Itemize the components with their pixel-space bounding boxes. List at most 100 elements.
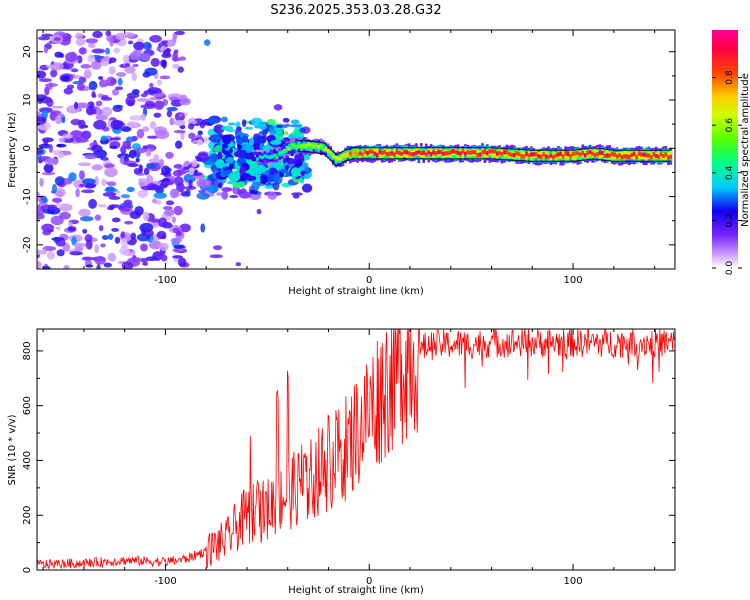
spectrogram-core-blob [255, 135, 267, 145]
colorbar-tick-label: 0.8 [725, 70, 735, 85]
spectrogram-ridge-cell [647, 153, 651, 158]
spectrogram-blob [142, 126, 150, 132]
spectrogram-blob [131, 257, 142, 262]
spectrogram-ridge-cell [554, 153, 558, 158]
colorbar-tick-label: 0.0 [725, 261, 735, 276]
spectrogram-ridge-cell [481, 150, 484, 160]
spectrogram-blob [105, 47, 110, 55]
spectrogram-blob [152, 198, 157, 204]
spectrogram-blob [94, 214, 102, 221]
spectrogram-blob [75, 188, 80, 198]
spectrogram-ridge-cell [525, 151, 528, 157]
spectrogram-ridge-cell [427, 150, 430, 155]
spectrogram-ridge-cell [390, 151, 394, 156]
spectrogram-ridge-cell [515, 151, 519, 156]
spectrogram-blob [285, 123, 291, 128]
spectrogram-ridge-cell [512, 153, 516, 158]
spectrogram-ridge-cell [339, 156, 342, 161]
spectrogram-ridge-cell [265, 155, 269, 159]
spectrogram-blob [140, 243, 148, 252]
spectrogram-ridge-cell [283, 148, 286, 153]
spectrogram-blob [95, 100, 103, 107]
spectrogram-ridge-cell [637, 151, 641, 156]
spectrogram-blob [159, 75, 171, 80]
spectrogram-ridge-cell [454, 149, 457, 154]
spectrogram-blob [48, 144, 53, 153]
spectrogram-ridge-cell [642, 152, 646, 157]
spectrogram-blob [165, 200, 175, 206]
spectrogram-blob [106, 181, 117, 187]
spectrogram-blob [56, 143, 67, 148]
spectrogram-blob [94, 255, 107, 265]
spectrogram-ridge-cell [527, 153, 531, 158]
spectrogram-blob [191, 172, 203, 176]
spectrogram-ridge-cell [292, 144, 296, 148]
spectrogram-blob [291, 192, 303, 196]
spectrogram-ridge-cell [505, 150, 509, 155]
spectrogram-x-tick-label: 0 [366, 275, 372, 286]
spectrogram-blob [113, 120, 124, 128]
spectrogram-ridge-cell [481, 150, 484, 155]
spectrogram-ridge-cell [258, 155, 262, 159]
spectrogram-blob [235, 262, 242, 267]
spectrogram-blob [229, 194, 239, 198]
spectrogram-blob [41, 110, 49, 119]
spectrogram-blob [136, 128, 145, 139]
spectrogram-blob [123, 199, 133, 206]
spectrogram-blob [299, 127, 306, 133]
spectrogram-ridge-cell [322, 144, 325, 151]
spectrogram-blob [104, 163, 115, 169]
spectrogram-ridge-cell [649, 155, 653, 160]
spectrogram-ridge-cell [324, 147, 328, 152]
spectrogram-blob [150, 57, 160, 67]
spectrogram-ridge-cell [290, 142, 293, 147]
spectrogram-core-blob [248, 137, 254, 146]
spectrogram-ridge-cell [273, 153, 276, 158]
spectrogram-ridge-cell [375, 152, 379, 158]
spectrogram-blob [273, 104, 283, 111]
spectrogram-core-blob [280, 168, 288, 173]
spectrogram-blob [235, 121, 241, 129]
spectrogram-frame [36, 29, 676, 270]
spectrogram-blob [111, 228, 120, 232]
spectrogram-blob [165, 151, 174, 159]
spectrogram-ridge-cell [603, 153, 607, 159]
spectrogram-blob [276, 124, 283, 128]
spectrogram-blob [101, 178, 107, 187]
spectrogram-ridge-cell [593, 153, 597, 158]
spectrogram-blob [73, 101, 79, 110]
spectrogram-x-label: Height of straight line (km) [288, 286, 424, 297]
spectrogram-blob [143, 167, 150, 176]
spectrogram-ridge-cell [256, 157, 259, 161]
spectrogram-blob [63, 264, 70, 269]
spectrogram-ridge-cell [657, 150, 660, 158]
spectrogram-blob [95, 107, 101, 116]
spectrogram-blob [75, 102, 90, 109]
spectrogram-ridge-cell [451, 149, 455, 154]
spectrogram-ridge-cell [596, 152, 599, 157]
spectrogram-blob [84, 153, 98, 160]
spectrogram-core-blob [239, 149, 247, 159]
spectrogram-core-blob [222, 135, 232, 145]
spectrogram-core-blob [225, 157, 235, 164]
spectrogram-ridge-cell [627, 154, 631, 159]
spectrogram-ridge-cell [261, 155, 264, 160]
spectrogram-ridge-cell [657, 154, 660, 159]
spectrogram-blob [178, 56, 187, 61]
spectrogram-blob [78, 119, 86, 128]
spectrogram-ridge-cell [405, 150, 408, 155]
spectrogram-blob [75, 37, 86, 47]
spectrogram-ridge-cell [366, 150, 369, 156]
spectrogram-blob [143, 41, 152, 51]
spectrogram-blob [108, 66, 116, 75]
spectrogram-blob [68, 221, 73, 228]
spectrogram-blob [70, 68, 79, 73]
spectrogram-blob [143, 89, 158, 95]
spectrogram-blob [173, 49, 179, 54]
spectrogram-blob [37, 116, 47, 125]
spectrogram-ridge-cell [579, 152, 582, 157]
spectrogram-blob [56, 249, 65, 257]
spectrogram-blob [169, 188, 179, 199]
spectrogram-ridge-cell [412, 152, 416, 157]
spectrogram-blob [141, 227, 146, 236]
